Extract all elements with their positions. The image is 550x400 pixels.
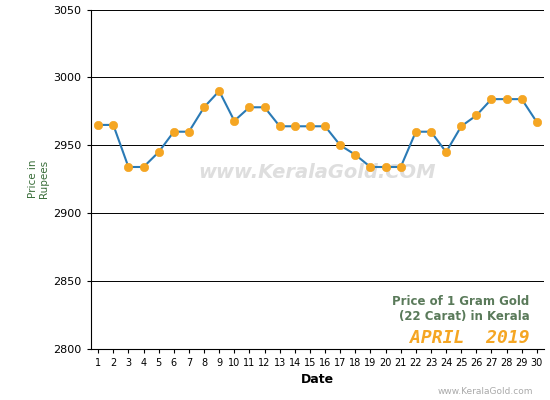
Text: www.KeralaGold.COM: www.KeralaGold.COM [199,163,436,182]
Text: www.KeralaGold.com: www.KeralaGold.com [438,387,534,396]
Y-axis label: Price in
Rupees: Price in Rupees [28,160,49,198]
X-axis label: Date: Date [301,374,334,386]
Text: APRIL  2019: APRIL 2019 [410,328,529,346]
Text: Price of 1 Gram Gold
(22 Carat) in Kerala: Price of 1 Gram Gold (22 Carat) in Keral… [392,294,529,322]
